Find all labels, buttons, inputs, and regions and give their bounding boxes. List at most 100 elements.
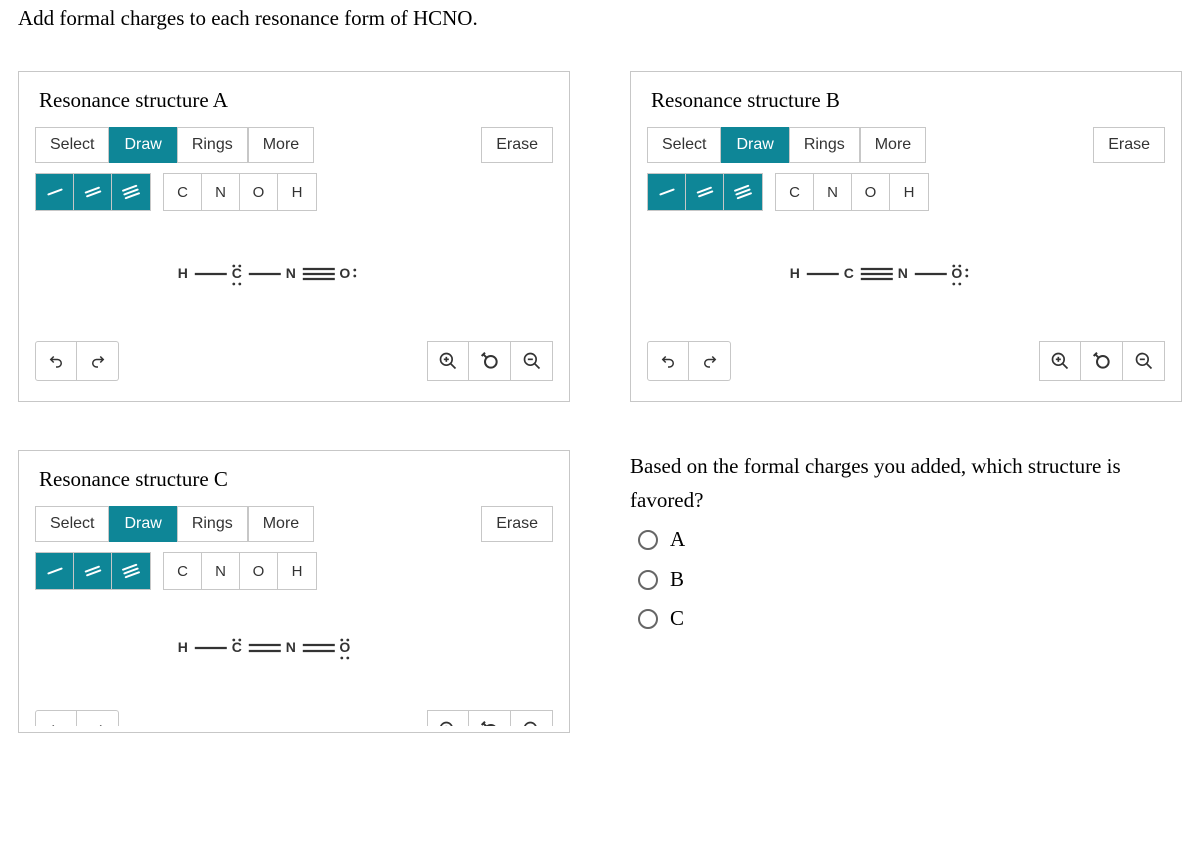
atom-C-button[interactable]: C bbox=[164, 174, 202, 210]
zoom-out-icon bbox=[1134, 351, 1154, 371]
undo-icon bbox=[47, 352, 65, 370]
panel-title: Resonance structure C bbox=[39, 467, 553, 492]
molecule-C: HCNO bbox=[173, 622, 375, 677]
atom-N-button[interactable]: N bbox=[202, 174, 240, 210]
single-bond-button[interactable] bbox=[36, 553, 74, 589]
toolbar-primary: Select Draw Rings More Erase bbox=[35, 506, 553, 542]
atom-O-button[interactable]: O bbox=[240, 553, 278, 589]
draw-button[interactable]: Draw bbox=[109, 506, 176, 542]
undo-icon bbox=[47, 721, 65, 726]
erase-button[interactable]: Erase bbox=[1093, 127, 1165, 163]
undo-button[interactable] bbox=[35, 710, 77, 726]
erase-button[interactable]: Erase bbox=[481, 506, 553, 542]
radio-icon bbox=[638, 530, 658, 550]
atom-picker-group: C N O H bbox=[163, 173, 317, 211]
svg-text:N: N bbox=[898, 265, 908, 281]
atom-H-button[interactable]: H bbox=[278, 174, 316, 210]
redo-icon bbox=[701, 352, 719, 370]
atom-N-button[interactable]: N bbox=[814, 174, 852, 210]
atom-picker-group: C N O H bbox=[775, 173, 929, 211]
draw-canvas[interactable]: HCNO bbox=[35, 221, 553, 341]
bond-order-group bbox=[35, 173, 151, 211]
question-prompt: Add formal charges to each resonance for… bbox=[18, 6, 1182, 31]
option-C[interactable]: C bbox=[638, 602, 1182, 636]
atom-H-button[interactable]: H bbox=[890, 174, 928, 210]
zoom-out-button[interactable] bbox=[511, 341, 553, 381]
atom-C-button[interactable]: C bbox=[164, 553, 202, 589]
svg-text:C: C bbox=[232, 265, 242, 281]
multiple-choice-question: Based on the formal charges you added, w… bbox=[630, 450, 1182, 636]
redo-icon bbox=[89, 721, 107, 726]
rings-button[interactable]: Rings bbox=[789, 127, 860, 163]
rings-button[interactable]: Rings bbox=[177, 506, 248, 542]
draw-button[interactable]: Draw bbox=[721, 127, 788, 163]
svg-text:H: H bbox=[178, 265, 188, 281]
svg-text:C: C bbox=[232, 639, 242, 655]
bond-order-group bbox=[647, 173, 763, 211]
select-button[interactable]: Select bbox=[35, 506, 109, 542]
zoom-reset-icon bbox=[1092, 351, 1112, 371]
panel-title: Resonance structure A bbox=[39, 88, 553, 113]
draw-button[interactable]: Draw bbox=[109, 127, 176, 163]
zoom-out-button[interactable] bbox=[1123, 341, 1165, 381]
molecule-B: HCNO bbox=[785, 248, 987, 303]
double-bond-button[interactable] bbox=[74, 553, 112, 589]
toolbar-secondary: C N O H bbox=[647, 173, 1165, 211]
draw-canvas[interactable]: HCNO bbox=[647, 221, 1165, 341]
option-label: A bbox=[670, 523, 685, 557]
svg-text:O: O bbox=[339, 265, 350, 281]
zoom-reset-button[interactable] bbox=[469, 341, 511, 381]
erase-button[interactable]: Erase bbox=[481, 127, 553, 163]
toolbar-secondary: C N O H bbox=[35, 552, 553, 590]
zoom-reset-icon bbox=[480, 351, 500, 371]
more-button[interactable]: More bbox=[248, 506, 314, 542]
svg-text:O: O bbox=[951, 265, 962, 281]
zoom-reset-button[interactable] bbox=[469, 710, 511, 726]
question-text: Based on the formal charges you added, w… bbox=[630, 450, 1182, 517]
toolbar-secondary: C N O H bbox=[35, 173, 553, 211]
double-bond-button[interactable] bbox=[74, 174, 112, 210]
zoom-reset-button[interactable] bbox=[1081, 341, 1123, 381]
toolbar-primary: Select Draw Rings More Erase bbox=[35, 127, 553, 163]
atom-H-button[interactable]: H bbox=[278, 553, 316, 589]
single-bond-button[interactable] bbox=[36, 174, 74, 210]
resonance-panel-C: Resonance structure C Select Draw Rings … bbox=[18, 450, 570, 733]
more-button[interactable]: More bbox=[248, 127, 314, 163]
zoom-in-icon bbox=[1050, 351, 1070, 371]
more-button[interactable]: More bbox=[860, 127, 926, 163]
atom-C-button[interactable]: C bbox=[776, 174, 814, 210]
undo-button[interactable] bbox=[35, 341, 77, 381]
triple-bond-button[interactable] bbox=[724, 174, 762, 210]
bond-order-group bbox=[35, 552, 151, 590]
double-bond-button[interactable] bbox=[686, 174, 724, 210]
zoom-in-button[interactable] bbox=[427, 341, 469, 381]
atom-picker-group: C N O H bbox=[163, 552, 317, 590]
rings-button[interactable]: Rings bbox=[177, 127, 248, 163]
zoom-out-icon bbox=[522, 351, 542, 371]
triple-bond-button[interactable] bbox=[112, 553, 150, 589]
redo-button[interactable] bbox=[689, 341, 731, 381]
zoom-in-button[interactable] bbox=[1039, 341, 1081, 381]
zoom-in-button[interactable] bbox=[427, 710, 469, 726]
atom-O-button[interactable]: O bbox=[240, 174, 278, 210]
select-button[interactable]: Select bbox=[35, 127, 109, 163]
toolbar-primary: Select Draw Rings More Erase bbox=[647, 127, 1165, 163]
undo-button[interactable] bbox=[647, 341, 689, 381]
option-A[interactable]: A bbox=[638, 523, 1182, 557]
zoom-out-button[interactable] bbox=[511, 710, 553, 726]
option-B[interactable]: B bbox=[638, 563, 1182, 597]
svg-text:C: C bbox=[844, 265, 854, 281]
select-button[interactable]: Select bbox=[647, 127, 721, 163]
single-bond-button[interactable] bbox=[648, 174, 686, 210]
atom-N-button[interactable]: N bbox=[202, 553, 240, 589]
canvas-bottom-toolbar bbox=[647, 341, 1165, 381]
triple-bond-button[interactable] bbox=[112, 174, 150, 210]
atom-O-button[interactable]: O bbox=[852, 174, 890, 210]
resonance-panel-A: Resonance structure A Select Draw Rings … bbox=[18, 71, 570, 402]
draw-canvas[interactable]: HCNO bbox=[35, 600, 553, 710]
panel-title: Resonance structure B bbox=[651, 88, 1165, 113]
option-label: C bbox=[670, 602, 684, 636]
redo-button[interactable] bbox=[77, 341, 119, 381]
zoom-out-icon bbox=[522, 720, 542, 726]
redo-button[interactable] bbox=[77, 710, 119, 726]
